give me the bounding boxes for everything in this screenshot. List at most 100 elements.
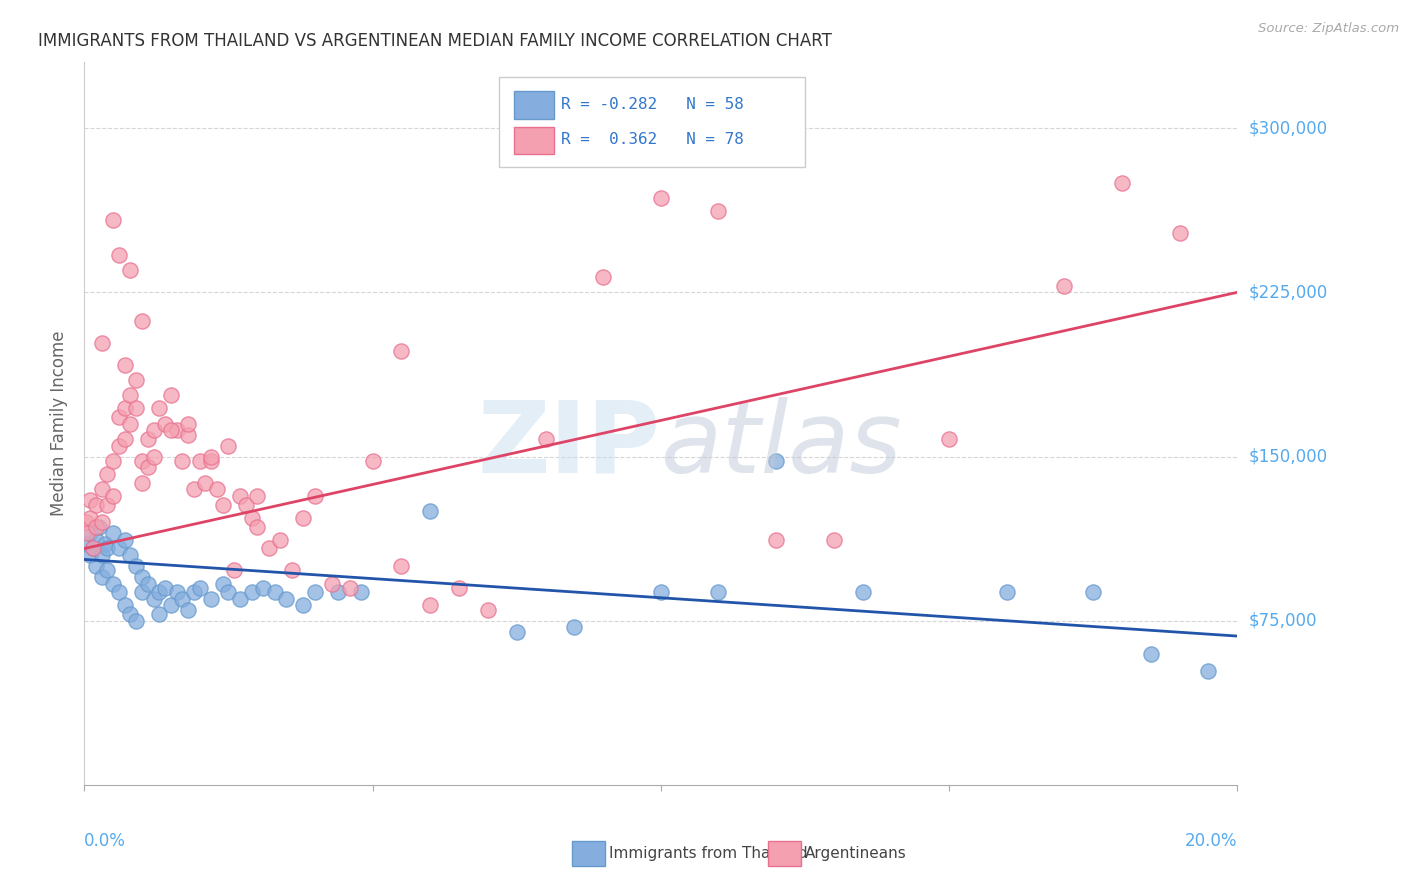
Point bbox=[108, 585, 131, 599]
Point bbox=[304, 489, 326, 503]
Point bbox=[224, 563, 246, 577]
Point bbox=[90, 483, 112, 497]
Point bbox=[103, 454, 124, 468]
Point bbox=[200, 450, 222, 464]
FancyBboxPatch shape bbox=[572, 841, 606, 866]
Text: Immigrants from Thailand: Immigrants from Thailand bbox=[609, 847, 807, 861]
Point bbox=[131, 475, 153, 490]
Point bbox=[125, 614, 148, 628]
Point bbox=[103, 489, 124, 503]
Point bbox=[87, 519, 110, 533]
Point bbox=[131, 585, 153, 599]
Point bbox=[1168, 226, 1191, 240]
Text: $300,000: $300,000 bbox=[1249, 120, 1327, 137]
Point bbox=[419, 599, 441, 613]
Point bbox=[108, 439, 131, 453]
Point bbox=[76, 537, 98, 551]
Point bbox=[160, 423, 183, 437]
Point bbox=[183, 585, 205, 599]
Point bbox=[103, 526, 124, 541]
Point bbox=[391, 344, 413, 359]
Point bbox=[120, 548, 142, 562]
Point bbox=[120, 607, 142, 622]
Point bbox=[160, 599, 183, 613]
Point bbox=[160, 388, 183, 402]
Text: Source: ZipAtlas.com: Source: ZipAtlas.com bbox=[1258, 22, 1399, 36]
Point bbox=[361, 454, 384, 468]
Text: 0.0%: 0.0% bbox=[84, 832, 127, 850]
Point bbox=[148, 607, 170, 622]
Point bbox=[188, 454, 211, 468]
Point bbox=[84, 559, 107, 574]
Point bbox=[339, 581, 361, 595]
Point bbox=[263, 585, 285, 599]
Point bbox=[114, 533, 136, 547]
Point bbox=[995, 585, 1018, 599]
Point bbox=[1198, 664, 1220, 678]
Point bbox=[177, 603, 200, 617]
Point bbox=[131, 314, 153, 328]
Point bbox=[240, 585, 263, 599]
Point bbox=[321, 576, 343, 591]
Point bbox=[350, 585, 373, 599]
Point bbox=[120, 388, 142, 402]
Point bbox=[79, 511, 101, 525]
Point bbox=[172, 454, 194, 468]
Point bbox=[114, 599, 136, 613]
Point bbox=[84, 519, 107, 533]
Point bbox=[120, 263, 142, 277]
Point bbox=[84, 498, 107, 512]
Point bbox=[172, 591, 194, 606]
Point bbox=[90, 515, 112, 529]
Point bbox=[177, 417, 200, 431]
Text: 20.0%: 20.0% bbox=[1185, 832, 1237, 850]
Point bbox=[564, 620, 586, 634]
Point bbox=[1053, 278, 1076, 293]
Point bbox=[136, 432, 159, 446]
Point bbox=[188, 581, 211, 595]
Text: $150,000: $150,000 bbox=[1249, 448, 1327, 466]
FancyBboxPatch shape bbox=[515, 127, 554, 154]
Point bbox=[194, 475, 217, 490]
Point bbox=[131, 454, 153, 468]
Point bbox=[153, 581, 176, 595]
Text: Argentineans: Argentineans bbox=[806, 847, 907, 861]
Point bbox=[240, 511, 263, 525]
Text: $75,000: $75,000 bbox=[1249, 612, 1317, 630]
Point bbox=[707, 204, 730, 219]
Point bbox=[211, 498, 233, 512]
Y-axis label: Median Family Income: Median Family Income bbox=[51, 331, 69, 516]
Point bbox=[650, 585, 672, 599]
Point bbox=[96, 541, 118, 556]
Point bbox=[506, 624, 529, 639]
Point bbox=[90, 335, 112, 350]
Point bbox=[131, 570, 153, 584]
Point bbox=[419, 504, 441, 518]
Point bbox=[246, 489, 269, 503]
Point bbox=[148, 401, 170, 416]
Point bbox=[326, 585, 349, 599]
Point bbox=[114, 358, 136, 372]
Point bbox=[142, 423, 165, 437]
Point bbox=[252, 581, 274, 595]
Point bbox=[229, 591, 252, 606]
Point bbox=[108, 541, 131, 556]
Point bbox=[93, 537, 115, 551]
Point bbox=[90, 570, 112, 584]
Point bbox=[96, 498, 118, 512]
Point bbox=[84, 533, 107, 547]
Point bbox=[166, 585, 188, 599]
Point bbox=[108, 410, 131, 425]
Point bbox=[477, 603, 499, 617]
Text: atlas: atlas bbox=[661, 397, 903, 494]
Point bbox=[76, 526, 98, 541]
Point bbox=[125, 373, 148, 387]
Point bbox=[148, 585, 170, 599]
Point bbox=[592, 270, 614, 285]
Point bbox=[82, 541, 104, 556]
Point bbox=[281, 563, 304, 577]
Point bbox=[79, 548, 101, 562]
Point bbox=[391, 559, 413, 574]
Point bbox=[142, 450, 165, 464]
Text: IMMIGRANTS FROM THAILAND VS ARGENTINEAN MEDIAN FAMILY INCOME CORRELATION CHART: IMMIGRANTS FROM THAILAND VS ARGENTINEAN … bbox=[38, 32, 832, 50]
